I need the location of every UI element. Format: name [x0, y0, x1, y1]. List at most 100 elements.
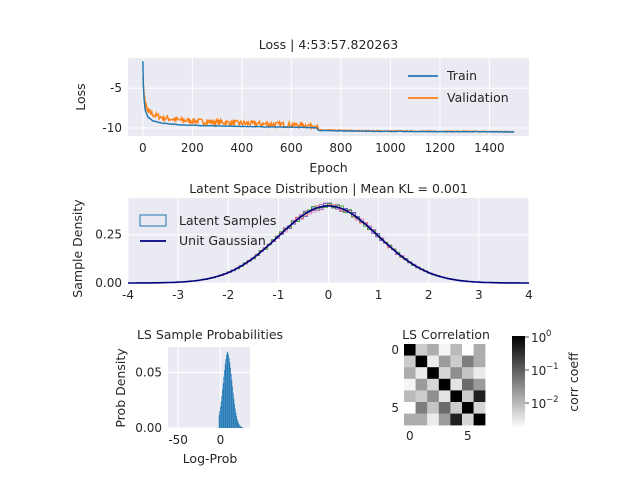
logprob-histogram-bar [236, 416, 237, 428]
logprob-histogram-bar [222, 389, 223, 428]
logprob-title: LS Sample Probabilities [137, 327, 283, 342]
logprob-histogram-bar [239, 424, 240, 428]
latent-x-tick-label: -1 [272, 288, 284, 302]
logprob-histogram-bar [230, 373, 232, 428]
correlation-cell [427, 402, 439, 414]
logprob-histogram-bar [219, 411, 221, 428]
correlation-cell [404, 402, 416, 414]
logprob-histogram-bar [223, 376, 225, 428]
latent-y-tick-label: 0.25 [95, 228, 122, 242]
latent-x-tick-label: -4 [122, 288, 134, 302]
loss-panel: 0 200 400 600 800 1000 1200 1400 -5 -10 Train Valid… [73, 37, 529, 175]
logprob-y-tick-label: 0.00 [135, 421, 162, 435]
correlation-cell [427, 413, 439, 426]
loss-x-axis-label: Epoch [309, 160, 347, 175]
colorbar-tick-exponent: 0 [546, 329, 551, 339]
loss-x-tick-label: 800 [329, 141, 352, 155]
correlation-cell [415, 367, 428, 379]
correlation-cell [415, 413, 428, 426]
latent-panel: -4 -3 -2 -1 0 1 2 3 4 0.00 0.25 Latent Samples Unit … [70, 181, 533, 302]
loss-x-tick-label: 0 [139, 141, 147, 155]
loss-x-tick-label: 1000 [375, 141, 406, 155]
loss-plot-area [128, 58, 529, 136]
logprob-histogram-bar [242, 427, 244, 428]
correlation-cell [427, 378, 439, 391]
unit-gaussian-curve [128, 205, 529, 284]
logprob-y-axis-label: Prob Density [113, 348, 128, 428]
logprob-histogram-bar [240, 426, 242, 428]
loss-y-tick-label: -10 [102, 121, 122, 135]
latent-y-axis-label: Sample Density [70, 199, 85, 298]
correlation-cell [438, 413, 451, 426]
logprob-y-tick-label: 0.05 [135, 366, 162, 380]
correlation-cell [404, 344, 416, 356]
correlation-title: LS Correlation [402, 327, 490, 342]
correlation-cell [438, 355, 451, 368]
correlation-cell [427, 355, 439, 368]
correlation-cell [404, 367, 416, 379]
latent-title: Latent Space Distribution | Mean KL = 0.… [189, 181, 468, 196]
latent-x-tick-label: 0 [325, 288, 333, 302]
correlation-y-tick-label: 0 [391, 343, 399, 357]
loss-x-tick-label: 1400 [474, 141, 505, 155]
logprob-histogram-bar [224, 364, 226, 428]
logprob-histogram-bar [235, 412, 237, 428]
correlation-cell [450, 378, 463, 391]
logprob-histogram-bar [226, 351, 228, 428]
logprob-histogram-bar [221, 395, 223, 428]
logprob-histogram-bar [232, 386, 233, 428]
colorbar-tick-exponent: −2 [546, 395, 559, 405]
correlation-cell [450, 355, 463, 368]
colorbar-label: corr coeff [566, 352, 581, 412]
correlation-cell [415, 390, 428, 403]
loss-legend-label: Validation [447, 90, 509, 105]
colorbar [512, 336, 525, 428]
latent-x-tick-label: 3 [475, 288, 483, 302]
correlation-cell [462, 378, 474, 391]
colorbar-tick-label: 10 [531, 331, 546, 345]
loss-x-tick-label: 1200 [425, 141, 456, 155]
correlation-cell [404, 355, 416, 368]
correlation-cell [427, 344, 439, 356]
correlation-cell [473, 378, 486, 391]
logprob-x-tick-label: -50 [168, 433, 188, 447]
correlation-cell [427, 390, 439, 403]
correlation-cell [462, 344, 474, 356]
correlation-cell [473, 402, 486, 414]
logprob-histogram-bar [224, 370, 225, 428]
loss-y-tick-label: -5 [110, 81, 122, 95]
correlation-cell [438, 390, 451, 403]
correlation-cell [404, 413, 416, 426]
logprob-histogram-bar [230, 367, 231, 428]
correlation-cell [473, 355, 486, 368]
correlation-cell [450, 390, 463, 403]
logprob-histogram-bar [229, 362, 231, 428]
logprob-histogram-bar [218, 414, 220, 428]
correlation-cell [438, 378, 451, 391]
correlation-cell [438, 402, 451, 414]
colorbar-tick-label: 10 [531, 364, 546, 378]
correlation-cell [462, 402, 474, 414]
correlation-cell [450, 413, 463, 426]
correlation-cell [450, 344, 463, 356]
logprob-histogram-bar [222, 383, 224, 428]
correlation-cell [415, 344, 428, 356]
logprob-histogram-bar [233, 398, 235, 428]
correlation-cell [450, 367, 463, 379]
correlation-cell [438, 344, 451, 356]
correlation-cell [404, 390, 416, 403]
correlation-cell [462, 390, 474, 403]
colorbar-tick-label: 10 [531, 397, 546, 411]
loss-series-train [142, 61, 515, 133]
loss-legend-label: Train [446, 68, 477, 83]
correlation-cell [473, 390, 486, 403]
correlation-cell [473, 413, 486, 426]
logprob-histogram-bar [241, 426, 242, 428]
logprob-histogram-bar [232, 392, 234, 428]
correlation-cell [473, 367, 486, 379]
correlation-x-tick-label: 0 [406, 429, 414, 443]
correlation-cell [415, 378, 428, 391]
colorbar-tick-exponent: −1 [546, 362, 559, 372]
